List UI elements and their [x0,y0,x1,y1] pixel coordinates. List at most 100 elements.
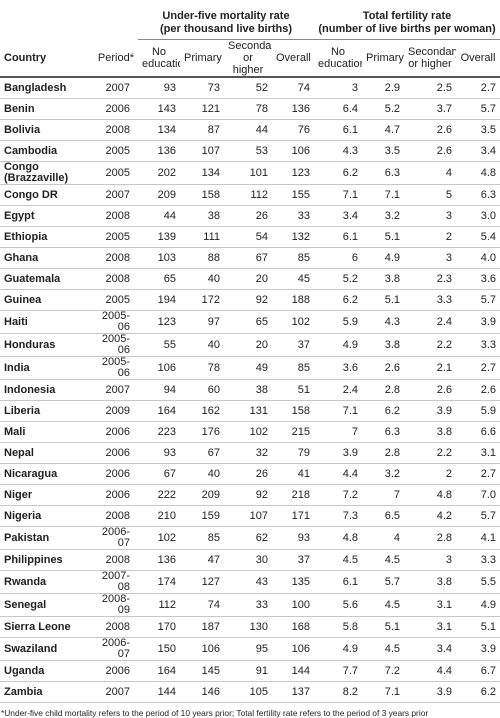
data-cell: 2.8 [404,526,457,550]
country-cell: Niger [0,484,88,506]
data-cell: 2.9 [362,77,405,99]
data-cell: 20 [224,268,272,290]
data-cell: 44 [224,119,272,141]
data-cell: 4.1 [456,526,500,550]
column-header: Country [0,39,88,78]
data-cell: 91 [224,660,272,682]
data-cell: 144 [138,681,180,703]
data-cell: 218 [272,484,315,506]
footnote: *Under-five child mortality refers to th… [1,708,429,718]
column-header: No education [314,39,363,78]
country-cell: Senegal [0,593,88,617]
data-cell: 60 [180,379,224,401]
data-cell: 2008 [88,205,138,227]
data-cell: 5.1 [362,289,405,311]
data-cell: 85 [272,247,315,269]
data-cell: 40 [180,268,224,290]
data-cell: 2007-08 [88,570,138,594]
data-cell: 2 [404,226,457,248]
data-cell: 176 [180,421,224,443]
data-cell: 67 [180,442,224,464]
column-header: Overall [272,39,315,78]
data-cell: 49 [224,356,272,380]
data-cell: 55 [138,333,180,357]
column-header: Period* [88,39,138,78]
data-cell: 6.3 [362,421,405,443]
data-cell: 76 [272,119,315,141]
data-cell: 222 [138,484,180,506]
data-cell: 2006-07 [88,526,138,550]
country-cell: Honduras [0,333,88,357]
data-cell: 127 [180,570,224,594]
data-cell: 4.8 [404,484,457,506]
table-row: Ghana 2008 103 88 67 85 6 4.9 3 4.0 [0,247,500,269]
data-cell: 92 [224,484,272,506]
data-cell: 132 [272,226,315,248]
data-cell: 52 [224,77,272,99]
table-row: Zambia 2007 144 146 105 137 8.2 7.1 3.9 6.2 [0,681,500,703]
data-cell: 102 [138,526,180,550]
data-cell: 5.1 [362,616,405,638]
data-cell: 2005 [88,140,138,162]
data-cell: 4.4 [404,660,457,682]
data-cell: 6.1 [314,570,363,594]
data-cell: 5.7 [456,98,500,120]
data-cell: 5.7 [362,570,405,594]
table-row: Uganda 2006 164 145 91 144 7.7 7.2 4.4 6.7 [0,660,500,682]
data-cell: 150 [138,637,180,661]
table-row: Sierra Leone 2008 170 187 130 168 5.8 5.1 3.1 5.1 [0,616,500,638]
data-cell: 6.3 [456,184,500,206]
table-body: Bangladesh 2007 93 73 52 74 3 2.9 2.5 2.7 Benin 200… [0,77,500,703]
country-cell: Benin [0,98,88,120]
data-cell: 158 [272,400,315,422]
data-cell: 5.5 [456,570,500,594]
data-cell: 3.8 [404,570,457,594]
country-cell: Egypt [0,205,88,227]
data-cell: 2.6 [362,356,405,380]
data-cell: 3.4 [314,205,363,227]
data-cell: 2.8 [362,442,405,464]
data-cell: 5.8 [314,616,363,638]
country-cell: Guinea [0,289,88,311]
data-cell: 51 [272,379,315,401]
data-cell: 4.0 [456,247,500,269]
data-cell: 4 [404,161,457,185]
data-cell: 130 [224,616,272,638]
data-cell: 33 [272,205,315,227]
data-cell: 2008 [88,268,138,290]
data-cell: 6.2 [314,289,363,311]
data-cell: 3 [314,77,363,99]
data-cell: 187 [180,616,224,638]
data-cell: 4.9 [456,593,500,617]
table-row: Ethiopia 2005 139 111 54 132 6.1 5.1 2 5.4 [0,226,500,248]
data-cell: 7 [362,484,405,506]
data-cell: 194 [138,289,180,311]
empty-cell [0,0,138,40]
data-cell: 143 [138,98,180,120]
data-cell: 7.1 [314,184,363,206]
column-header: Primary [362,39,405,78]
data-cell: 3.4 [404,637,457,661]
data-cell: 4.9 [314,333,363,357]
data-cell: 134 [138,119,180,141]
data-cell: 45 [272,268,315,290]
data-cell: 159 [180,505,224,527]
data-cell: 65 [224,310,272,334]
data-cell: 2005 [88,226,138,248]
data-cell: 2.4 [314,379,363,401]
table-row: Honduras 2005-06 55 40 20 37 4.9 3.8 2.2 3.3 [0,333,500,357]
table-row: Haiti 2005-06 123 97 65 102 5.9 4.3 2.4 3.9 [0,310,500,334]
data-cell: 4.2 [404,505,457,527]
data-cell: 5.7 [456,505,500,527]
data-cell: 93 [138,77,180,99]
data-cell: 137 [272,681,315,703]
data-cell: 2.7 [456,77,500,99]
data-cell: 3.6 [456,268,500,290]
data-cell: 33 [224,593,272,617]
data-cell: 30 [224,549,272,571]
data-cell: 3.2 [362,205,405,227]
data-cell: 174 [138,570,180,594]
table-row: Indonesia 2007 94 60 38 51 2.4 2.8 2.6 2.6 [0,379,500,401]
column-header: No education [138,39,180,78]
